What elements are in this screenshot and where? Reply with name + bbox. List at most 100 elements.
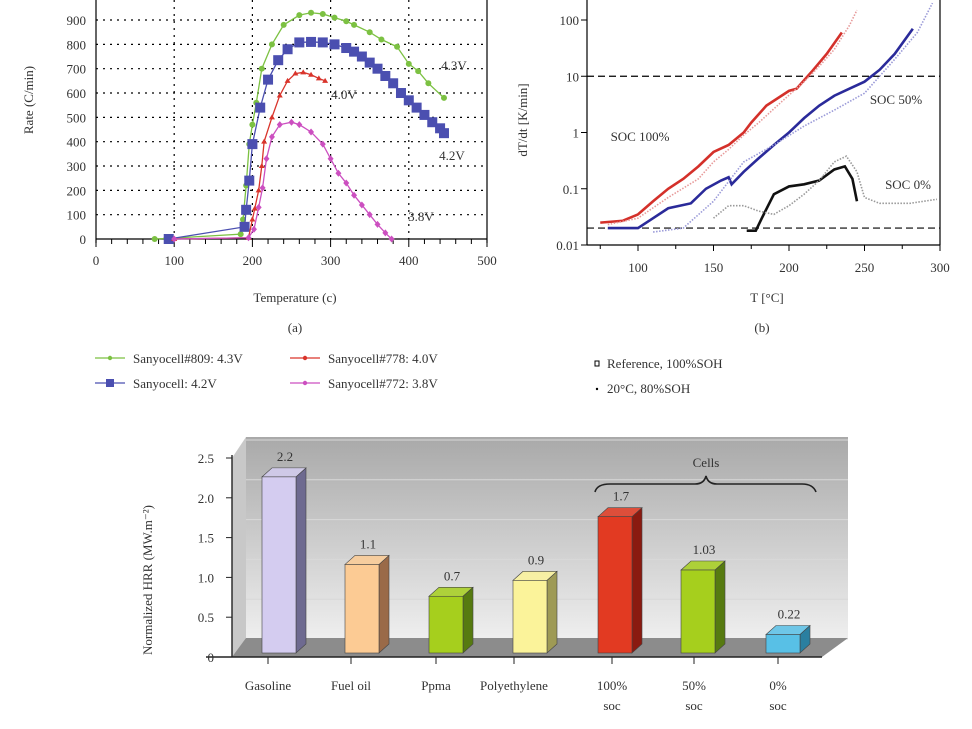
- x-tick-label: 300: [930, 260, 950, 275]
- x-tick-label: 100: [628, 260, 648, 275]
- data-point: [300, 69, 307, 75]
- legend-label: Sanyocell#772: 3.8V: [328, 376, 438, 391]
- y-axis-label: Normalized HRR (MW.m⁻²): [140, 505, 155, 655]
- legend-marker-reference: [594, 360, 600, 367]
- data-point: [366, 29, 373, 36]
- data-point: [317, 37, 328, 48]
- series-line: [154, 12, 445, 240]
- series-label: 3.8V: [408, 209, 434, 224]
- data-point: [319, 10, 326, 17]
- x-tick-label: 250: [855, 260, 875, 275]
- data-point: [388, 78, 399, 89]
- bar: [261, 476, 297, 654]
- data-point: [239, 221, 250, 232]
- y-tick-label: 0: [80, 232, 87, 247]
- data-point: [403, 95, 414, 106]
- data-point: [276, 92, 283, 98]
- bar-side: [546, 570, 558, 654]
- data-label: 1.1: [360, 536, 376, 551]
- x-tick-label: soc: [603, 698, 621, 713]
- x-tick-label: soc: [769, 698, 787, 713]
- bar-side: [714, 560, 726, 654]
- y-tick-label: 200: [67, 183, 87, 198]
- bar: [344, 564, 380, 654]
- bar-side: [631, 507, 643, 654]
- data-point: [263, 74, 274, 85]
- data-point: [343, 18, 350, 25]
- data-point: [163, 234, 174, 244]
- data-point: [366, 211, 373, 219]
- y-tick-label: 10: [566, 69, 579, 84]
- data-point: [151, 236, 158, 242]
- legend-marker: [302, 380, 308, 386]
- data-point: [296, 121, 303, 129]
- y-tick-label: 400: [67, 135, 87, 150]
- data-label: 0.22: [778, 606, 801, 621]
- data-point: [258, 65, 265, 72]
- series-line: [607, 27, 914, 230]
- data-point: [306, 36, 317, 47]
- data-point: [255, 102, 266, 113]
- x-tick-label: 100: [164, 253, 184, 268]
- data-point: [268, 133, 275, 141]
- x-tick-label: 200: [243, 253, 263, 268]
- y-tick-label: 0: [208, 650, 215, 665]
- y-tick-label: 1.5: [198, 531, 214, 546]
- legend-label: Sanyocell#809: 4.3V: [133, 351, 243, 366]
- data-point: [280, 21, 287, 28]
- data-point: [438, 128, 449, 139]
- data-point: [268, 41, 275, 48]
- y-tick-label: 2.0: [198, 491, 214, 506]
- data-point: [356, 51, 367, 62]
- x-tick-label: 400: [399, 253, 419, 268]
- data-point: [296, 12, 303, 19]
- bar-side: [295, 467, 307, 654]
- data-point: [249, 121, 256, 128]
- chart-b: 100 150 200 250 300 0.01 0.1 1 10 100 T [°C] dT/dt …: [515, 0, 950, 396]
- data-point: [308, 9, 315, 16]
- data-point: [382, 229, 389, 237]
- bar: [512, 580, 548, 654]
- legend-marker: [107, 355, 113, 361]
- data-point: [341, 43, 352, 54]
- x-tick-label: 500: [477, 253, 497, 268]
- data-point: [241, 204, 252, 215]
- bar: [765, 634, 801, 654]
- y-tick-label: 600: [67, 86, 87, 101]
- panel-label: (b): [754, 320, 769, 335]
- bar: [597, 516, 633, 654]
- data-point: [343, 179, 350, 187]
- data-point: [308, 128, 315, 136]
- x-tick-label: 300: [321, 253, 341, 268]
- data-point: [425, 80, 432, 87]
- y-tick-label: 0.5: [198, 610, 214, 625]
- y-tick-label: 2.5: [198, 451, 214, 466]
- y-tick-label: 1: [573, 126, 580, 141]
- data-point: [263, 155, 270, 163]
- data-label: 0.9: [528, 552, 544, 567]
- cells-brace: [594, 475, 817, 493]
- data-point: [364, 57, 375, 68]
- data-point: [288, 118, 295, 126]
- legend-label: Sanyocell: 4.2V: [133, 376, 217, 391]
- data-point: [171, 235, 178, 243]
- data-point: [394, 43, 401, 50]
- data-point: [255, 187, 262, 193]
- bar-side: [378, 554, 390, 654]
- data-point: [261, 138, 268, 144]
- data-point: [244, 175, 255, 186]
- data-point: [245, 234, 252, 242]
- x-tick-label: 200: [779, 260, 799, 275]
- data-point: [237, 231, 244, 238]
- chart-c: 0 0.5 1.0 1.5 2.0 2.5 Normalized HRR (MW.m⁻²) 2…: [140, 437, 848, 713]
- series-line: [600, 31, 843, 224]
- side-wall: [232, 437, 246, 657]
- x-tick-label: Gasoline: [245, 678, 291, 693]
- x-tick-label: Ppma: [421, 678, 451, 693]
- data-point: [273, 55, 284, 66]
- x-axis-label: Temperature (c): [253, 290, 336, 305]
- data-point: [268, 114, 275, 120]
- y-tick-label: 0.1: [563, 182, 579, 197]
- legend-marker: [302, 355, 308, 361]
